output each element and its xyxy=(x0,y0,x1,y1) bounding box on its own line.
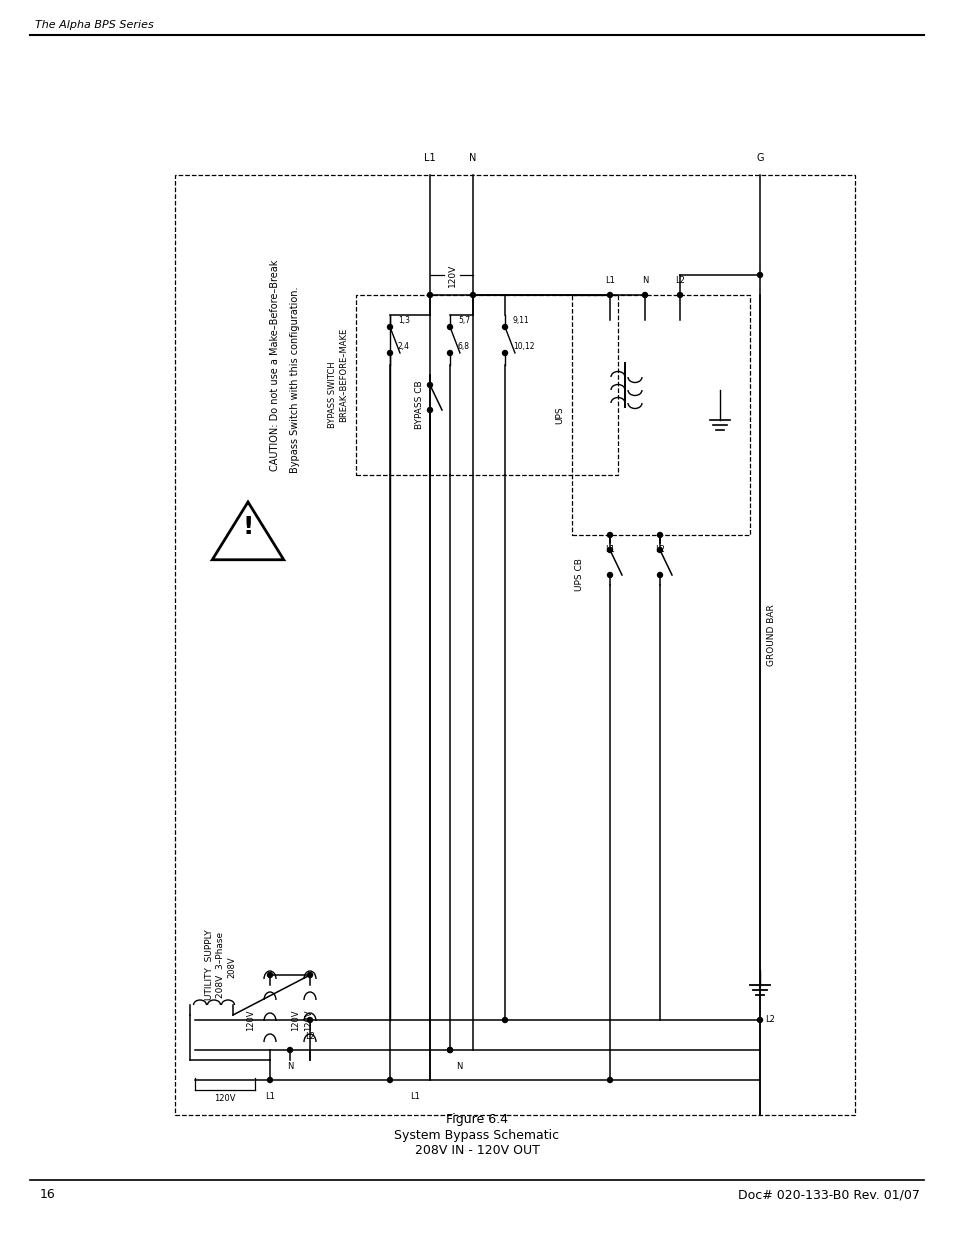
Text: Figure 6.4
System Bypass Schematic
208V IN - 120V OUT: Figure 6.4 System Bypass Schematic 208V … xyxy=(394,1114,559,1156)
Circle shape xyxy=(447,351,452,356)
Circle shape xyxy=(657,547,661,552)
Circle shape xyxy=(267,972,273,977)
Text: BYPASS SWITCH: BYPASS SWITCH xyxy=(328,362,337,429)
Text: 120V: 120V xyxy=(304,1009,313,1031)
Circle shape xyxy=(387,351,392,356)
Text: L2: L2 xyxy=(655,545,664,555)
Text: 9,11: 9,11 xyxy=(513,316,529,326)
Text: 2,4: 2,4 xyxy=(397,342,410,352)
Circle shape xyxy=(607,573,612,578)
Text: L1: L1 xyxy=(265,1092,274,1100)
Text: 16: 16 xyxy=(40,1188,55,1202)
Circle shape xyxy=(447,325,452,330)
Circle shape xyxy=(607,532,612,537)
Circle shape xyxy=(427,383,432,388)
Text: L1: L1 xyxy=(604,545,615,555)
Circle shape xyxy=(757,273,761,278)
Circle shape xyxy=(267,1077,273,1083)
Text: L2: L2 xyxy=(675,275,684,285)
Text: 6,8: 6,8 xyxy=(457,342,470,352)
Circle shape xyxy=(677,293,681,298)
Text: BYPASS CB: BYPASS CB xyxy=(416,380,424,430)
Text: L2: L2 xyxy=(305,1032,314,1041)
Circle shape xyxy=(447,1047,452,1052)
Circle shape xyxy=(607,1077,612,1083)
Text: 1,3: 1,3 xyxy=(397,316,410,326)
Circle shape xyxy=(502,325,507,330)
Bar xyxy=(572,295,749,535)
Text: L2: L2 xyxy=(764,1015,774,1025)
Circle shape xyxy=(607,547,612,552)
Text: UPS CB: UPS CB xyxy=(575,558,584,592)
Text: GROUND BAR: GROUND BAR xyxy=(767,604,776,666)
Text: Bypass Switch with this configuration.: Bypass Switch with this configuration. xyxy=(290,287,299,473)
Circle shape xyxy=(387,1077,392,1083)
Circle shape xyxy=(607,293,612,298)
Text: 120V: 120V xyxy=(447,263,456,287)
Text: 120V: 120V xyxy=(214,1094,235,1103)
Circle shape xyxy=(757,1018,761,1023)
Text: G: G xyxy=(756,153,763,163)
Text: UTILITY  SUPPLY
208V  3–Phase: UTILITY SUPPLY 208V 3–Phase xyxy=(205,930,225,1000)
Circle shape xyxy=(287,1047,293,1052)
Text: !: ! xyxy=(242,515,253,538)
Text: L1: L1 xyxy=(424,153,436,163)
Text: CAUTION: Do not use a Make–Before–Break: CAUTION: Do not use a Make–Before–Break xyxy=(270,259,280,471)
Circle shape xyxy=(502,1018,507,1023)
Circle shape xyxy=(470,293,475,298)
Text: 120V: 120V xyxy=(246,1009,254,1031)
Text: N: N xyxy=(456,1062,462,1071)
Circle shape xyxy=(502,351,507,356)
Text: Doc# 020-133-B0 Rev. 01/07: Doc# 020-133-B0 Rev. 01/07 xyxy=(738,1188,919,1202)
Circle shape xyxy=(307,972,313,977)
Text: L1: L1 xyxy=(410,1092,419,1100)
Text: N: N xyxy=(641,275,647,285)
Text: 5,7: 5,7 xyxy=(457,316,470,326)
Circle shape xyxy=(657,532,661,537)
Circle shape xyxy=(641,293,647,298)
Text: 10,12: 10,12 xyxy=(513,342,534,352)
Text: L1: L1 xyxy=(604,275,615,285)
Text: BREAK–BEFORE–MAKE: BREAK–BEFORE–MAKE xyxy=(339,327,348,422)
Circle shape xyxy=(427,408,432,412)
Bar xyxy=(355,295,618,475)
Text: 120V: 120V xyxy=(291,1009,299,1031)
Circle shape xyxy=(657,573,661,578)
Circle shape xyxy=(447,1047,452,1052)
Text: UPS: UPS xyxy=(555,406,564,424)
Text: 208V: 208V xyxy=(227,956,236,978)
Circle shape xyxy=(387,325,392,330)
Text: N: N xyxy=(287,1062,293,1071)
Text: The Alpha BPS Series: The Alpha BPS Series xyxy=(35,20,153,30)
Circle shape xyxy=(307,1018,313,1023)
Bar xyxy=(174,175,854,1115)
Circle shape xyxy=(427,293,432,298)
Text: N: N xyxy=(469,153,476,163)
